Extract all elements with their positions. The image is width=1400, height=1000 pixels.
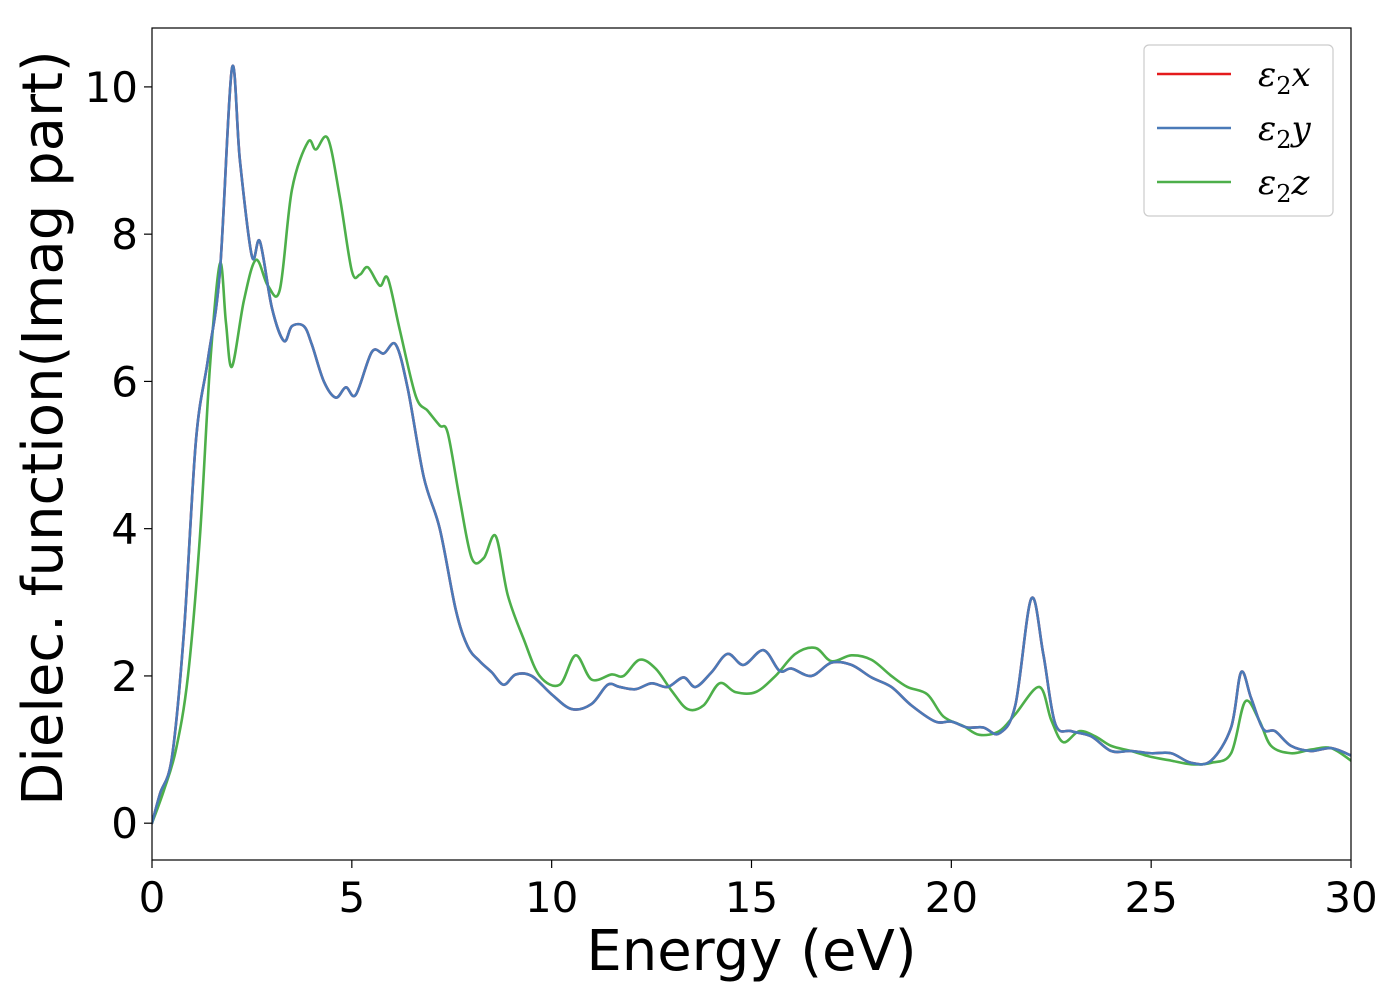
y-axis-ticks: 0 2 4 6 8 10 xyxy=(85,63,152,848)
y-tick-label: 0 xyxy=(111,799,138,848)
legend-label-subscript: 2 xyxy=(1276,126,1291,154)
y-tick-label: 10 xyxy=(85,63,138,112)
legend-label-suffix: z xyxy=(1291,163,1311,203)
x-axis-ticks: 0 5 10 15 20 25 30 xyxy=(139,860,1378,922)
legend-label-base: ε xyxy=(1258,109,1276,149)
x-tick-label: 25 xyxy=(1124,873,1177,922)
series-line-y xyxy=(152,64,1351,825)
legend-label-suffix: x xyxy=(1292,55,1311,95)
legend-item-x: ε2x xyxy=(1157,55,1311,100)
series-line-z xyxy=(152,135,1351,825)
x-tick-label: 15 xyxy=(725,873,778,922)
legend-label-subscript: 2 xyxy=(1276,180,1291,208)
y-tick-label: 6 xyxy=(111,357,138,406)
legend-box xyxy=(1143,44,1334,217)
y-tick-label: 2 xyxy=(111,652,138,701)
legend-label-suffix: y xyxy=(1290,109,1312,149)
x-tick-label: 20 xyxy=(925,873,978,922)
legend-label-subscript: 2 xyxy=(1276,72,1291,100)
legend-label: ε2y xyxy=(1258,109,1312,154)
legend-label: ε2x xyxy=(1258,55,1311,100)
legend-label: ε2z xyxy=(1258,163,1311,208)
legend-item-z: ε2z xyxy=(1157,163,1311,208)
y-axis-title: Dielec. function(Imag part) xyxy=(11,50,76,806)
x-tick-label: 30 xyxy=(1324,873,1377,922)
legend-item-y: ε2y xyxy=(1157,109,1312,154)
x-axis-title: Energy (eV) xyxy=(586,919,916,984)
y-tick-label: 4 xyxy=(111,505,138,554)
x-tick-label: 5 xyxy=(338,873,365,922)
series-layer xyxy=(152,64,1351,825)
y-tick-label: 8 xyxy=(111,210,138,259)
x-tick-label: 10 xyxy=(525,873,578,922)
x-tick-label: 0 xyxy=(139,873,166,922)
legend-label-base: ε xyxy=(1258,55,1276,95)
legend-label-base: ε xyxy=(1258,163,1276,203)
